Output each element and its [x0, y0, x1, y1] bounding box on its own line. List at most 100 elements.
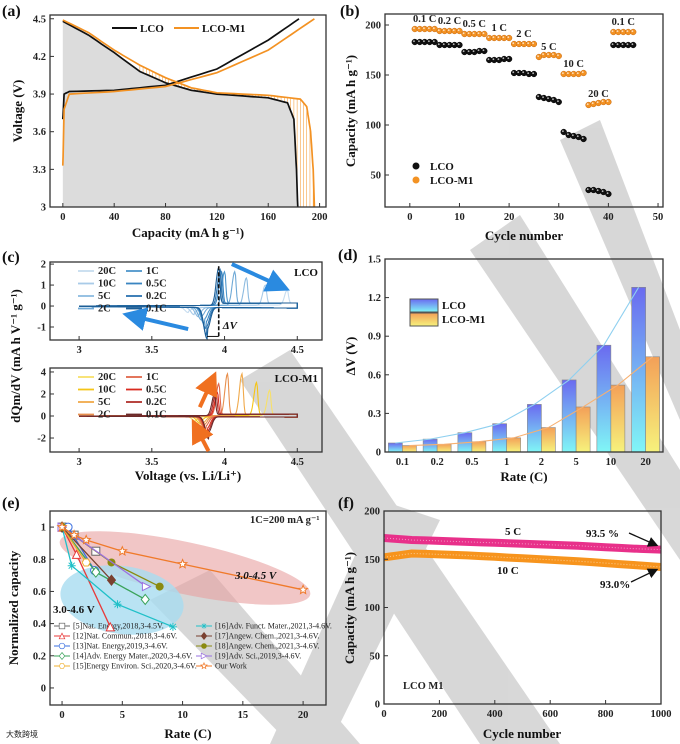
y-tick-label: 50 — [370, 651, 381, 662]
point-highlight — [452, 29, 455, 32]
x-tick-label: 400 — [487, 709, 503, 720]
y-tick-label: 0 — [375, 700, 380, 711]
y-tick-label: 2 — [41, 260, 46, 271]
panel-label-c: (c) — [2, 249, 20, 266]
fit-curve-lco-m1 — [409, 356, 653, 447]
curve-lco-m1-charge — [61, 18, 315, 166]
point-highlight — [626, 30, 629, 33]
panel-label-a: (a) — [2, 3, 21, 20]
x-axis-label: Cycle number — [483, 726, 562, 741]
point-highlight — [616, 30, 619, 33]
point-lco-m1 — [481, 30, 488, 38]
marker-star — [56, 521, 68, 532]
legend-label: [19]Adv. Sci.,2019,3-4.6V. — [215, 652, 301, 661]
point-highlight — [462, 50, 465, 53]
x-tick-label: 2 — [539, 457, 544, 468]
point-lco-m1 — [555, 52, 562, 60]
rate-label: 10 C — [563, 59, 584, 70]
marker-diamond — [200, 631, 208, 641]
series-label-5c: 5 C — [505, 526, 521, 538]
point-highlight — [517, 71, 520, 74]
x-tick-label: 30 — [554, 212, 565, 223]
panel-label-b: (b) — [340, 3, 360, 20]
point-highlight — [547, 53, 549, 56]
x-tick-label: 40 — [109, 212, 120, 223]
y-tick-label: 100 — [365, 121, 381, 132]
x-axis-label: Voltage (vs. Li/Li⁺) — [135, 468, 241, 483]
y-axis-label: dQm/dV (mA h V⁻¹ g⁻¹) — [8, 289, 23, 423]
y-tick-label: 0.2 — [33, 651, 46, 662]
point-highlight — [552, 53, 554, 56]
x-tick-label: 200 — [432, 709, 448, 720]
bar-lco — [492, 423, 507, 453]
y-tick-label: 4.5 — [33, 14, 46, 25]
point-highlight — [497, 58, 500, 61]
x-tick-label: 0 — [60, 212, 65, 223]
point-highlight — [437, 43, 440, 46]
point-highlight — [442, 43, 445, 46]
rate-label: 0.1 C — [612, 17, 635, 28]
shift-arrow-up — [195, 371, 218, 409]
legend-label: 0.5C — [146, 279, 167, 290]
marker-asterisk — [67, 561, 76, 570]
point-highlight — [621, 30, 624, 33]
legend-label: [17]Angew. Chem.,2021,3-4.6V. — [215, 632, 319, 641]
watermark-shape — [560, 120, 680, 420]
bar-lco-m1 — [471, 441, 487, 453]
point-lco-m1 — [630, 28, 637, 36]
marker-asterisk — [201, 623, 207, 629]
y-tick-label: 0 — [41, 683, 46, 694]
legend-label: 5C — [98, 291, 111, 302]
x-tick-label: 10 — [177, 710, 188, 721]
point-highlight — [527, 72, 530, 75]
legend-label: 0.2C — [146, 291, 167, 302]
legend-label: [5]Nat. Energy,2018,3-4.5V. — [73, 622, 164, 631]
bar-lco-m1 — [575, 406, 591, 453]
x-axis-label: Rate (C) — [164, 726, 211, 741]
point-highlight — [482, 32, 485, 35]
panel-label-d: (d) — [338, 247, 358, 264]
point-lco-m1 — [580, 69, 587, 77]
point-lco-m1 — [505, 34, 513, 42]
y-tick-label: 200 — [365, 21, 381, 32]
range-label-4-6v: 3.0-4.6 V — [53, 604, 95, 616]
watermark-logo: 大数跨境 — [6, 729, 38, 739]
x-tick-label: 3 — [76, 345, 81, 356]
y-tick-label: 1 — [41, 281, 46, 292]
point-highlight — [442, 29, 445, 32]
point-highlight — [542, 53, 544, 56]
legend-swatch-lco — [409, 298, 439, 313]
x-tick-label: 20 — [298, 710, 309, 721]
y-tick-label: 3.3 — [33, 165, 46, 176]
plot-frame-c2 — [49, 367, 323, 453]
x-axis-label: Cycle number — [485, 228, 564, 243]
rate-label: 0.1 C — [413, 14, 436, 25]
x-axis-label: Capacity (mA h g⁻¹) — [132, 225, 244, 240]
y-tick-label: -2 — [37, 434, 46, 445]
marker-star — [177, 558, 189, 569]
y-tick-label: 1.2 — [368, 293, 381, 304]
point-highlight — [502, 57, 505, 60]
curve-lco-charge — [61, 18, 300, 120]
y-tick-label: 1.5 — [368, 255, 381, 266]
point-highlight — [626, 43, 629, 46]
point-lco — [630, 41, 637, 49]
unit-note: 1C=200 mA g⁻¹ — [250, 515, 320, 526]
x-tick-label: 1 — [504, 457, 509, 468]
series-line — [61, 526, 87, 563]
y-tick-label: 200 — [364, 507, 380, 518]
curve-lco-discharge — [62, 20, 299, 208]
point-highlight — [557, 54, 559, 57]
legend-label: Our Work — [215, 662, 247, 671]
y-tick-label: 0.6 — [33, 587, 46, 598]
y-tick-label: 2 — [41, 389, 46, 400]
point-highlight — [601, 100, 604, 103]
legend-label-lco-m1: LCO-M1 — [202, 23, 245, 35]
x-tick-label: 50 — [653, 212, 664, 223]
point-highlight — [537, 55, 539, 58]
legend-label: [13]Nat. Energy,2019,3-4.6V. — [73, 642, 168, 651]
marker-square — [58, 622, 66, 630]
point-highlight — [452, 43, 455, 46]
point-highlight — [631, 30, 634, 33]
point-highlight — [432, 27, 435, 30]
